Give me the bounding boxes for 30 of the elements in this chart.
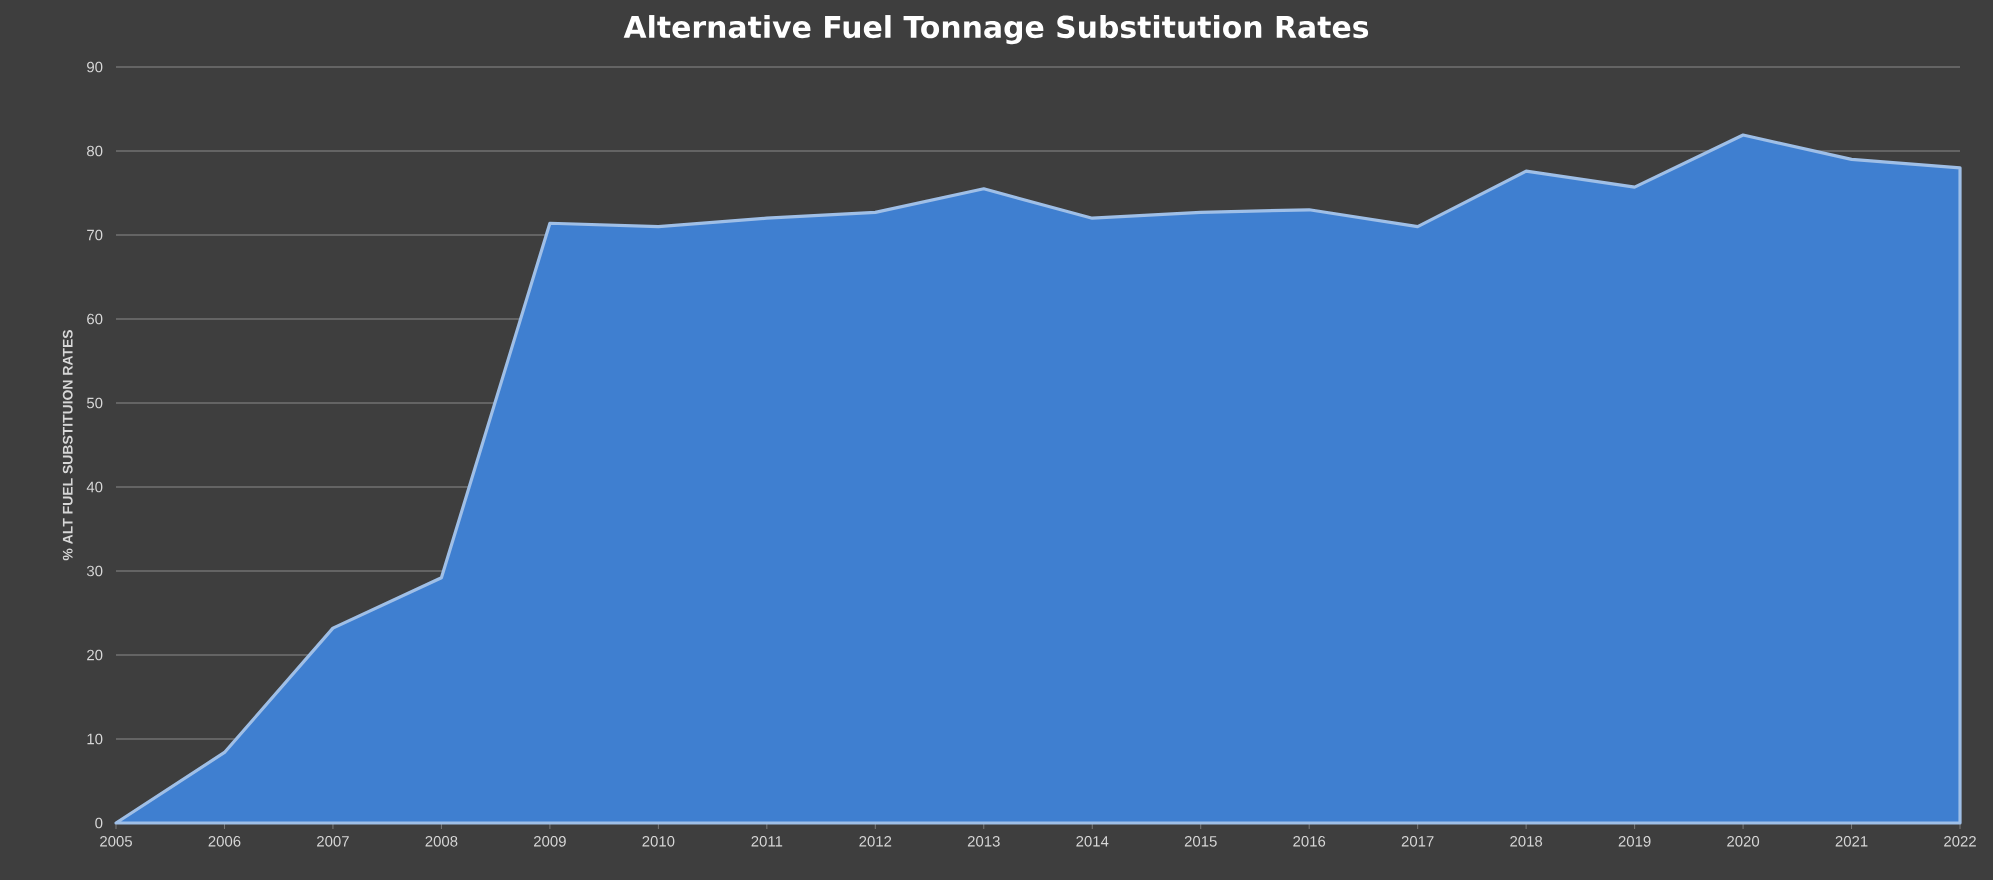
y-tick-label: 0 xyxy=(95,817,103,829)
x-tick-label: 2008 xyxy=(425,836,458,847)
x-tick-label: 2010 xyxy=(642,836,675,847)
x-tick-label: 2009 xyxy=(534,836,566,847)
x-tick-label: 2021 xyxy=(1835,836,1868,847)
y-tick-label: 90 xyxy=(87,61,103,73)
x-tick-label: 2015 xyxy=(1184,836,1217,847)
x-tick-label: 2007 xyxy=(317,836,349,847)
y-tick-label: 60 xyxy=(87,313,103,325)
x-tick-label: 2016 xyxy=(1293,836,1326,847)
x-tick-label: 2018 xyxy=(1510,836,1543,847)
x-tick-label: 2005 xyxy=(100,836,132,847)
y-tick-label: 70 xyxy=(87,229,103,241)
x-tick-label: 2006 xyxy=(208,836,241,847)
x-tick-label: 2022 xyxy=(1944,836,1976,847)
y-tick-label: 80 xyxy=(87,145,103,157)
x-tick-label: 2019 xyxy=(1618,836,1651,847)
y-tick-label: 10 xyxy=(87,733,103,745)
x-tick-label: 2020 xyxy=(1727,836,1760,847)
chart-title: Alternative Fuel Tonnage Substitution Rates xyxy=(623,15,1369,45)
x-tick-label: 2011 xyxy=(751,836,783,847)
x-tick-label: 2012 xyxy=(859,836,892,847)
y-tick-label: 50 xyxy=(86,397,103,409)
y-tick-label: 20 xyxy=(87,649,103,661)
x-tick-label: 2013 xyxy=(967,836,1000,847)
y-axis-title: % ALT FUEL SUBSTITUION RATES xyxy=(62,329,73,561)
y-tick-label: 40 xyxy=(86,481,103,493)
x-tick-label: 2014 xyxy=(1076,836,1109,847)
y-tick-label: 30 xyxy=(86,565,103,577)
x-tick-label: 2017 xyxy=(1401,836,1434,847)
